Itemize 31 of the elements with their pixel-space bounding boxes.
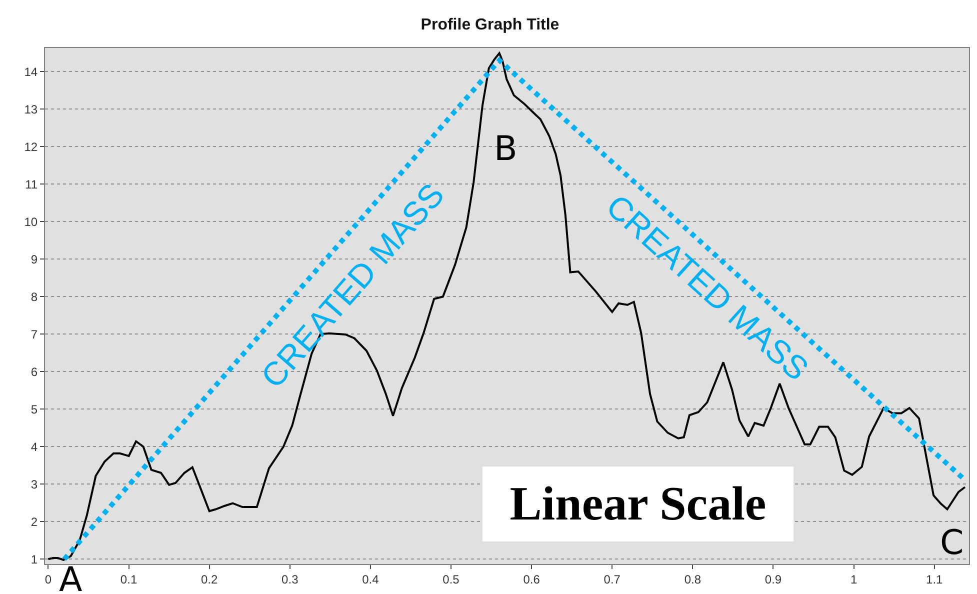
x-tick-label: 1.1 <box>926 572 944 586</box>
x-tick-label: 1 <box>850 572 858 586</box>
annotation: Linear Scale <box>510 478 766 530</box>
x-tick-label: 0.7 <box>604 572 621 586</box>
y-tick-label: 1 <box>30 552 38 566</box>
y-tick-label: 7 <box>30 327 38 342</box>
annotation: B <box>494 129 518 169</box>
y-tick-label: 3 <box>30 477 38 492</box>
x-tick-label: 0.6 <box>523 572 540 586</box>
y-tick-label: 5 <box>30 402 38 416</box>
y-tick-label: 14 <box>24 64 38 79</box>
y-tick-label: 6 <box>30 364 38 379</box>
y-tick-label: 9 <box>30 252 38 266</box>
x-tick-label: 0.3 <box>282 572 299 586</box>
x-tick-label: 0.8 <box>684 572 702 586</box>
x-tick-label: 0.5 <box>442 572 460 586</box>
y-tick-label: 10 <box>24 214 38 229</box>
y-tick-label: 13 <box>24 102 38 116</box>
x-tick-label: 0.1 <box>120 572 138 586</box>
annotation: A <box>59 560 82 594</box>
x-tick-label: 0 <box>44 572 52 586</box>
y-tick-label: 11 <box>25 177 38 192</box>
annotation: C <box>940 523 964 563</box>
y-tick-label: 4 <box>30 440 38 454</box>
x-tick-label: 0.4 <box>362 572 380 586</box>
x-tick-label: 0.9 <box>764 572 782 586</box>
x-tick-label: 0.2 <box>200 572 218 586</box>
chart-title: Profile Graph Title <box>420 16 560 34</box>
y-tick-label: 8 <box>30 290 38 304</box>
y-tick-label: 12 <box>24 140 38 154</box>
y-tick-label: 2 <box>30 514 38 529</box>
